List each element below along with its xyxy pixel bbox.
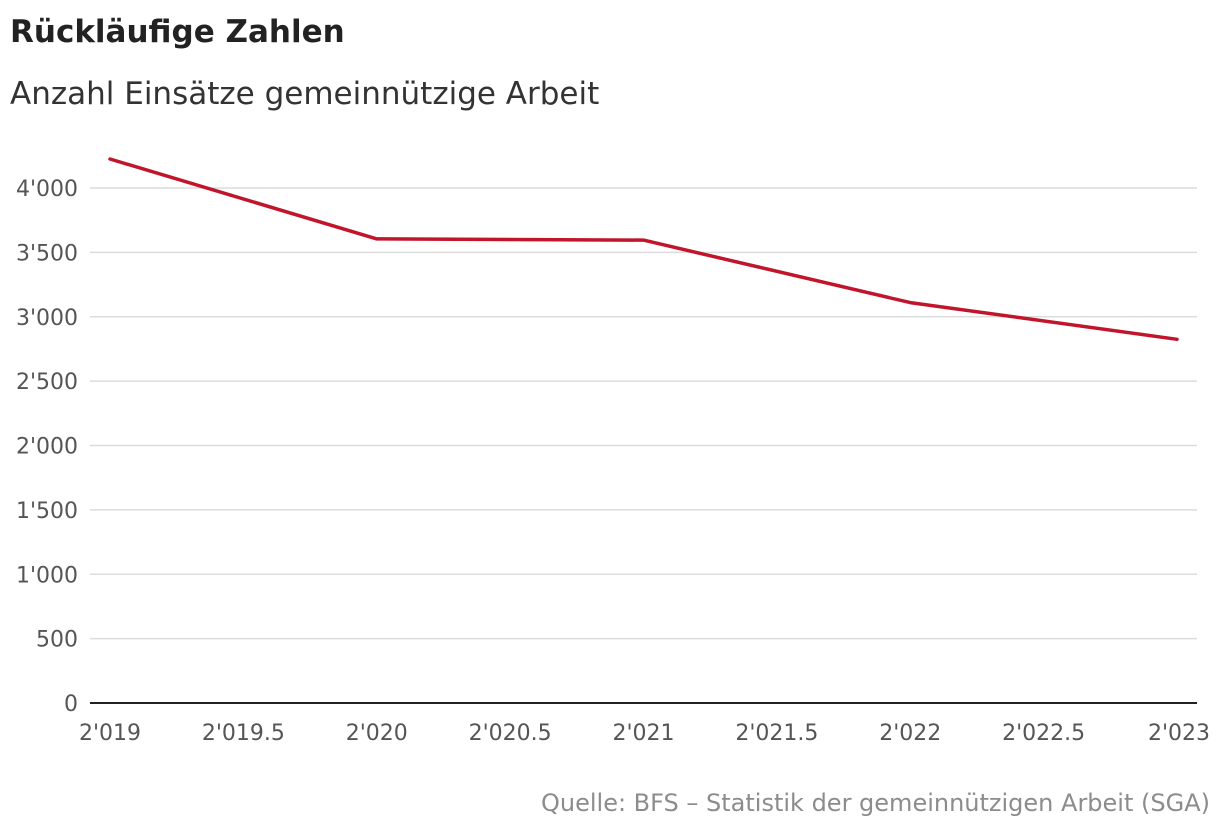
chart-subtitle: Anzahl Einsätze gemeinnützige Arbeit	[10, 76, 600, 112]
chart-title: Rückläufige Zahlen	[10, 14, 345, 50]
y-tick-label: 4'000	[16, 177, 78, 202]
y-tick-label: 3'500	[16, 241, 78, 266]
x-tick-label: 2'020	[346, 721, 408, 746]
x-tick-label: 2'022	[879, 721, 941, 746]
source-note: Quelle: BFS – Statistik der gemeinnützig…	[541, 789, 1210, 817]
y-tick-label: 3'000	[16, 306, 78, 331]
gridlines	[90, 187, 1197, 640]
y-tick-label: 500	[36, 628, 78, 653]
y-tick-label: 2'000	[16, 435, 78, 460]
series-line	[108, 157, 1179, 342]
x-tick-label: 2'023	[1148, 721, 1210, 746]
y-axis-ticks: 0 500 1'000 1'500 2'000 2'500 3'000 3'500 4'000	[16, 177, 78, 717]
y-tick-label: 0	[64, 692, 78, 717]
y-tick-label: 2'500	[16, 370, 78, 395]
x-tick-label: 2'022.5	[1002, 721, 1085, 746]
x-tick-label: 2'019.5	[202, 721, 285, 746]
y-tick-label: 1'000	[16, 563, 78, 588]
series-group	[108, 157, 1179, 342]
x-axis-ticks: 2'019 2'019.5 2'020 2'020.5 2'021 2'021.5 2'02…	[79, 721, 1210, 746]
x-tick-label: 2'019	[79, 721, 141, 746]
x-tick-label: 2'021	[612, 721, 674, 746]
y-tick-label: 1'500	[16, 499, 78, 524]
x-tick-label: 2'020.5	[469, 721, 552, 746]
x-tick-label: 2'021.5	[735, 721, 818, 746]
